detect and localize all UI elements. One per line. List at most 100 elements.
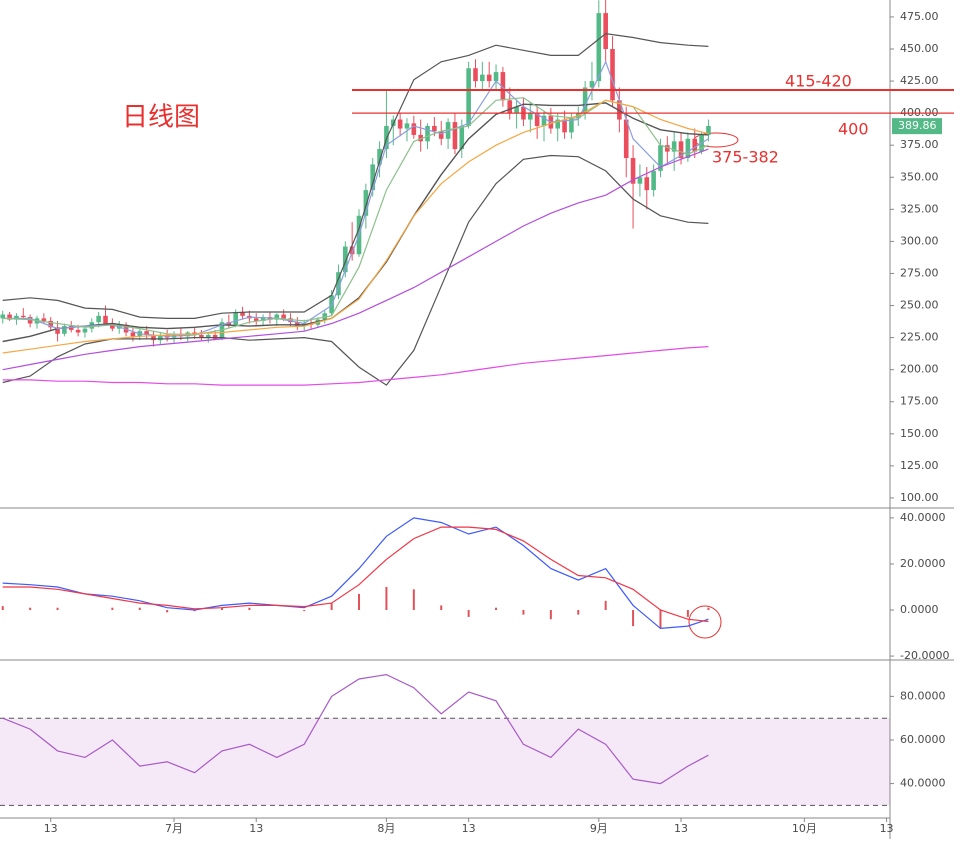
y-tick-label: 40.0000 bbox=[900, 511, 946, 524]
candle-body bbox=[397, 119, 403, 129]
candle-body bbox=[363, 190, 369, 216]
y-tick-label: 80.0000 bbox=[900, 689, 946, 702]
x-tick-label: 13 bbox=[880, 822, 894, 835]
y-tick-label: 475.00 bbox=[900, 10, 939, 23]
candle-body bbox=[41, 318, 47, 321]
candle-body bbox=[562, 119, 567, 133]
candle-body bbox=[14, 315, 19, 320]
candle-body bbox=[603, 13, 608, 49]
candle-body bbox=[199, 335, 204, 338]
histogram-bar bbox=[248, 607, 251, 611]
histogram-bar bbox=[220, 607, 223, 611]
candle-body bbox=[610, 48, 615, 101]
rsi-band bbox=[0, 718, 890, 806]
candle-body bbox=[706, 125, 711, 135]
candle-body bbox=[432, 125, 437, 132]
candle-body bbox=[288, 318, 293, 323]
candle-body bbox=[459, 125, 465, 150]
candle-body bbox=[569, 118, 574, 133]
candle-body bbox=[486, 74, 492, 82]
histogram-bar bbox=[358, 593, 361, 611]
histogram-bar bbox=[166, 610, 169, 613]
candle-body bbox=[665, 145, 670, 152]
histogram-bar bbox=[138, 607, 141, 611]
candle-body bbox=[370, 164, 376, 191]
histogram-bar bbox=[549, 610, 552, 620]
candle-body bbox=[685, 138, 691, 159]
candle-body bbox=[110, 323, 115, 329]
candle-body bbox=[425, 125, 430, 142]
candle-body bbox=[205, 335, 211, 338]
series-line bbox=[2, 102, 709, 343]
level-label: 400 bbox=[838, 120, 869, 139]
series-line bbox=[2, 148, 709, 371]
annotation: 日线图 bbox=[122, 103, 200, 133]
candle-body bbox=[452, 122, 458, 150]
series-line bbox=[2, 60, 709, 337]
y-tick-label: 100.00 bbox=[900, 491, 939, 504]
histogram-bar bbox=[111, 607, 114, 611]
candle-body bbox=[123, 324, 129, 333]
candle-body bbox=[480, 74, 485, 82]
x-tick-label: 10月 bbox=[792, 822, 817, 835]
x-tick-label: 13 bbox=[249, 822, 263, 835]
candle-body bbox=[274, 314, 280, 320]
candle-body bbox=[151, 335, 156, 341]
y-tick-label: 0.0000 bbox=[900, 603, 939, 616]
candle-body bbox=[658, 145, 663, 171]
candle-body bbox=[260, 317, 266, 321]
candle-body bbox=[322, 313, 328, 320]
candle-body bbox=[555, 119, 561, 129]
candle-body bbox=[630, 158, 636, 184]
series-line bbox=[2, 526, 709, 623]
candle-body bbox=[219, 322, 225, 339]
series-line bbox=[2, 32, 709, 319]
y-tick-label: 175.00 bbox=[900, 395, 939, 408]
last-price-box bbox=[892, 118, 942, 135]
candle-body bbox=[596, 13, 602, 82]
y-tick-label: -20.0000 bbox=[900, 649, 949, 662]
candle-body bbox=[473, 68, 478, 82]
series-line bbox=[2, 346, 709, 386]
histogram-bar bbox=[330, 603, 333, 611]
candle-body bbox=[493, 72, 499, 82]
histogram-bar bbox=[686, 610, 689, 617]
candle-body bbox=[651, 170, 656, 191]
candle-body bbox=[514, 106, 519, 114]
candle-body bbox=[336, 272, 341, 296]
candle-body bbox=[130, 332, 136, 337]
candle-body bbox=[55, 327, 60, 334]
histogram-bar bbox=[1, 606, 4, 611]
candle-body bbox=[534, 113, 540, 126]
candle-body bbox=[343, 246, 348, 273]
candle-body bbox=[623, 119, 629, 159]
candle-body bbox=[349, 246, 355, 255]
candle-body bbox=[418, 134, 423, 142]
candle-body bbox=[692, 138, 698, 152]
candle-body bbox=[528, 113, 533, 120]
candle-body bbox=[541, 115, 547, 126]
histogram-bar bbox=[577, 610, 580, 615]
y-tick-label: 250.00 bbox=[900, 299, 939, 312]
y-tick-label: 225.00 bbox=[900, 331, 939, 344]
x-tick-label: 8月 bbox=[377, 822, 395, 835]
annotation: 375-382 bbox=[712, 148, 779, 167]
histogram-bar bbox=[56, 607, 59, 611]
level-label: 415-420 bbox=[785, 72, 852, 91]
histogram-bar bbox=[29, 607, 32, 611]
candle-body bbox=[62, 326, 67, 334]
candle-body bbox=[233, 311, 238, 325]
series-line bbox=[2, 517, 709, 630]
candle-body bbox=[671, 141, 677, 152]
y-tick-label: 375.00 bbox=[900, 138, 939, 151]
candle-body bbox=[466, 68, 471, 126]
series-line bbox=[2, 154, 709, 386]
candle-body bbox=[404, 123, 410, 129]
candle-body bbox=[178, 333, 184, 337]
candle-body bbox=[144, 331, 149, 336]
candle-body bbox=[445, 122, 451, 139]
y-tick-label: 450.00 bbox=[900, 42, 939, 55]
candle-body bbox=[96, 315, 101, 323]
y-tick-label: 275.00 bbox=[900, 266, 939, 279]
y-tick-label: 60.0000 bbox=[900, 733, 946, 746]
